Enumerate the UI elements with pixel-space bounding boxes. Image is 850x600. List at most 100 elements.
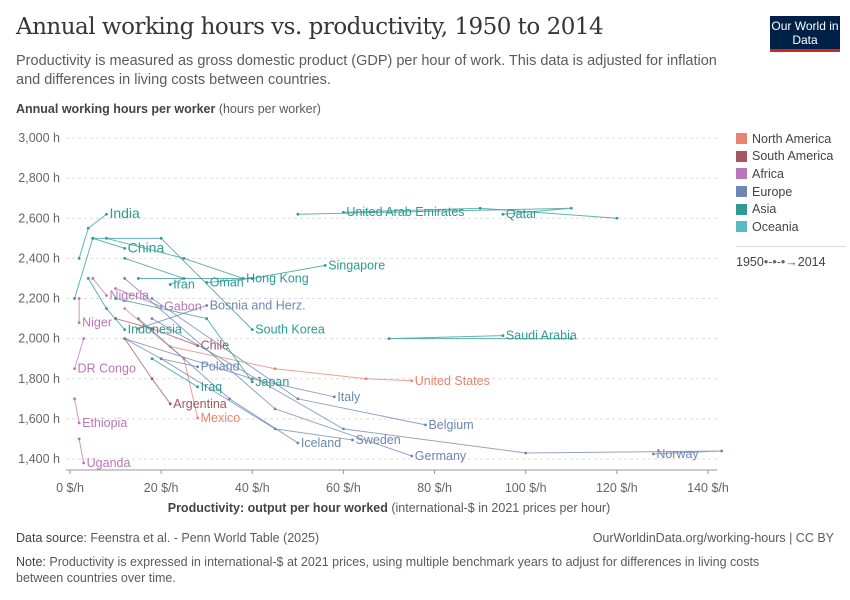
- series-indonesia[interactable]: Indonesia: [86, 277, 182, 337]
- data-point: [410, 454, 414, 458]
- legend-item[interactable]: Oceania: [736, 218, 846, 236]
- series-india[interactable]: India: [77, 205, 140, 260]
- y-tick-label: 1,800 h: [18, 372, 60, 386]
- series-singapore[interactable]: Singapore: [136, 258, 385, 280]
- data-point: [123, 307, 127, 310]
- data-point: [501, 212, 505, 216]
- series-line: [206, 277, 253, 283]
- series-norway[interactable]: Norway: [150, 317, 724, 461]
- series-line: [78, 213, 107, 259]
- source-url[interactable]: OurWorldinData.org/working-hours | CC BY: [592, 531, 834, 545]
- legend-swatch: [736, 133, 747, 145]
- series-germany[interactable]: Germany: [123, 277, 467, 463]
- data-point: [250, 377, 254, 381]
- series-japan[interactable]: Japan: [114, 297, 289, 389]
- x-axis-label: Productivity: output per hour worked (in…: [168, 501, 611, 515]
- series-dr-congo[interactable]: DR Congo: [73, 337, 136, 376]
- legend-item[interactable]: Europe: [736, 183, 846, 201]
- data-point: [569, 337, 573, 341]
- data-point: [273, 407, 277, 411]
- series-label: Iraq: [201, 380, 223, 394]
- series-belgium[interactable]: Belgium: [150, 297, 474, 432]
- data-point: [150, 377, 154, 381]
- legend-divider: [736, 245, 846, 247]
- series-bosnia-and-herz-[interactable]: Bosnia and Herz.: [136, 299, 306, 330]
- series-label: Singapore: [328, 258, 385, 272]
- data-point: [73, 367, 76, 371]
- legend-label: Asia: [752, 202, 777, 217]
- series-line: [74, 338, 85, 369]
- legend-item[interactable]: Africa: [736, 165, 846, 183]
- data-point: [182, 256, 186, 260]
- series-label: Qatar: [506, 207, 537, 221]
- data-point: [410, 379, 414, 383]
- series-label: Ethiopia: [82, 416, 127, 430]
- data-point: [123, 328, 127, 331]
- note-text: Productivity is expressed in internation…: [16, 555, 760, 585]
- legend-item[interactable]: Asia: [736, 200, 846, 218]
- series-niger[interactable]: Niger: [77, 297, 112, 330]
- data-point: [168, 402, 172, 406]
- series-ethiopia[interactable]: Ethiopia: [73, 397, 127, 430]
- legend-label: Africa: [752, 166, 784, 181]
- data-point: [105, 307, 108, 310]
- series-label: Argentina: [173, 397, 227, 411]
- series-label: Indonesia: [128, 323, 182, 337]
- data-point: [159, 236, 163, 240]
- owid-logo[interactable]: Our World in Data: [770, 16, 840, 52]
- data-point: [114, 297, 117, 300]
- x-tick-label: 40 $/h: [235, 481, 270, 495]
- legend-label: South America: [752, 149, 834, 164]
- y-tick-label: 2,000 h: [18, 332, 60, 346]
- data-point: [296, 397, 300, 401]
- note: Note: Productivity is expressed in inter…: [16, 554, 806, 586]
- series-italy[interactable]: Italy: [123, 337, 361, 404]
- series-saudi-arabia[interactable]: Saudi Arabia: [387, 329, 577, 343]
- data-point: [82, 461, 86, 465]
- series-south-korea[interactable]: South Korea: [91, 236, 325, 337]
- legend-swatch: [736, 203, 747, 215]
- data-point: [651, 452, 655, 456]
- series-iraq[interactable]: Iraq: [150, 357, 223, 394]
- data-point: [82, 337, 86, 341]
- series-label: United States: [415, 374, 490, 388]
- data-point: [205, 317, 209, 320]
- x-tick-label: 140 $/h: [687, 481, 729, 495]
- data-point: [114, 287, 117, 290]
- series-iceland[interactable]: Iceland: [136, 317, 341, 450]
- data-point: [323, 263, 327, 267]
- data-point: [424, 423, 427, 427]
- series-label: Germany: [415, 449, 467, 463]
- series-label: Italy: [337, 390, 361, 404]
- series-uganda[interactable]: Uganda: [77, 437, 131, 470]
- data-point: [332, 395, 336, 399]
- x-tick-label: 100 $/h: [505, 481, 547, 495]
- series-label: DR Congo: [78, 362, 136, 376]
- data-point: [136, 277, 140, 280]
- data-point: [524, 451, 528, 455]
- series-label: Gabon: [164, 300, 202, 314]
- series-qatar[interactable]: Qatar: [296, 206, 573, 221]
- series-label: Niger: [82, 316, 112, 330]
- y-axis-label-bold: Annual working hours per worker: [16, 102, 216, 116]
- y-tick-label: 2,800 h: [18, 171, 60, 185]
- chart-plot[interactable]: 1,400 h 1,600 h 1,800 h 2,000 h 2,200 h 2,400…: [0, 0, 850, 520]
- legend: North America South America Africa Europe As…: [736, 130, 846, 269]
- series-sweden[interactable]: Sweden: [159, 357, 401, 447]
- legend-item[interactable]: North America: [736, 130, 846, 148]
- legend-item[interactable]: South America: [736, 148, 846, 166]
- series-hong-kong[interactable]: Hong Kong: [105, 236, 309, 286]
- data-point: [77, 421, 81, 425]
- data-point: [150, 327, 154, 330]
- chart-subtitle: Productivity is measured as gross domest…: [16, 53, 717, 88]
- data-point: [150, 317, 154, 320]
- data-point: [196, 416, 200, 420]
- data-point: [478, 206, 482, 210]
- data-point: [501, 334, 505, 338]
- y-axis-label: Annual working hours per worker (hours p…: [16, 102, 321, 116]
- series-united-states[interactable]: United States: [168, 345, 490, 388]
- y-tick-label: 2,600 h: [18, 211, 60, 225]
- data-point: [159, 357, 163, 361]
- data-point: [250, 380, 254, 384]
- y-tick-label: 1,400 h: [18, 452, 60, 466]
